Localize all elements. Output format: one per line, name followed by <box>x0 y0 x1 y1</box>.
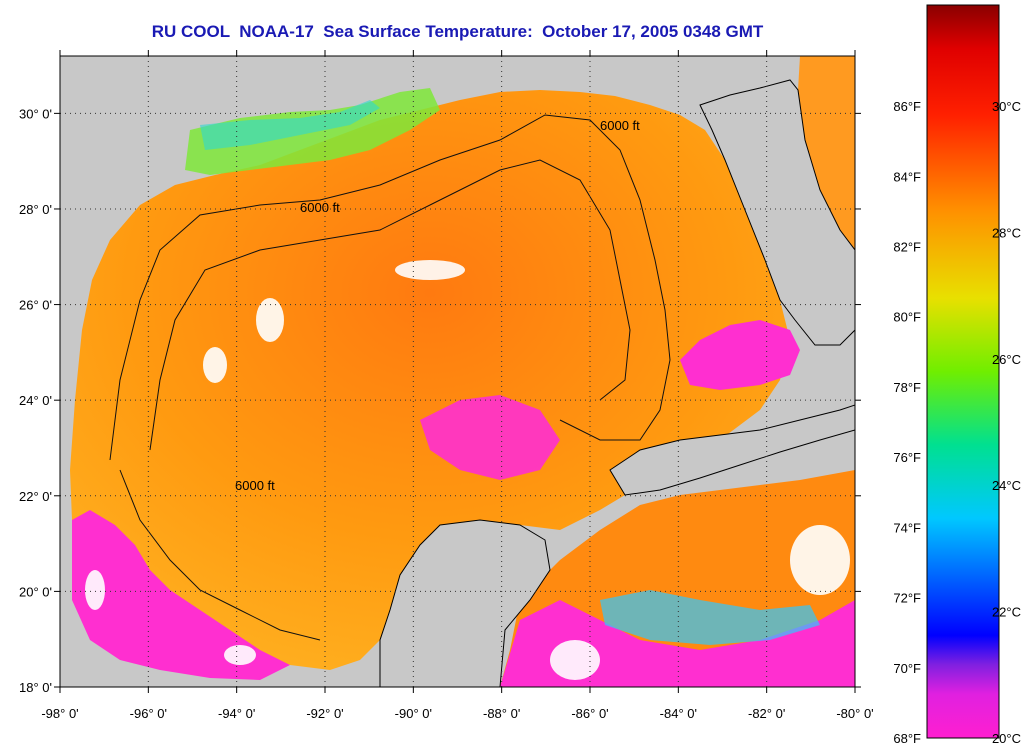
colorbar-c-label: 20°C <box>992 731 1021 746</box>
sst-field: 6000 ft 6000 ft 6000 ft <box>70 56 855 687</box>
contour-label: 6000 ft <box>300 200 340 215</box>
lon-tick-label: -88° 0' <box>483 706 520 721</box>
lon-tick-label: -86° 0' <box>571 706 608 721</box>
colorbar-gradient <box>926 4 1000 739</box>
gulf-water <box>70 90 790 670</box>
colorbar-c-label: 22°C <box>992 605 1021 620</box>
longitude-axis: -98° 0' -96° 0' -94° 0' -92° 0' -90° 0' -88° … <box>41 50 874 721</box>
cloud-mask <box>85 260 850 680</box>
colorbar-c-label: 28°C <box>992 225 1021 240</box>
colorbar-f-label: 80°F <box>893 310 921 325</box>
lon-tick-label: -98° 0' <box>41 706 78 721</box>
lon-tick-label: -82° 0' <box>748 706 785 721</box>
colorbar-c-label: 24°C <box>992 478 1021 493</box>
colorbar-f-label: 78°F <box>893 380 921 395</box>
coastal-cyan-band <box>200 100 380 150</box>
chart-title: RU COOL NOAA-17 Sea Surface Temperature:… <box>151 22 764 41</box>
lat-tick-label: 26° 0' <box>19 298 52 313</box>
map-frame <box>59 55 856 688</box>
colorbar-f-label: 72°F <box>893 591 921 606</box>
colorbar-c-label: 26°C <box>992 352 1021 367</box>
lat-tick-label: 28° 0' <box>19 202 52 217</box>
yucatan-land <box>379 519 551 687</box>
colorbar-f-label: 82°F <box>893 240 921 255</box>
lon-tick-label: -80° 0' <box>836 706 873 721</box>
latitude-axis: 18° 0' 20° 0' 22° 0' 24° 0' 26° 0' 28° 0' 30° … <box>19 106 861 695</box>
cyan-band-caribbean <box>600 590 820 645</box>
lat-tick-label: 20° 0' <box>19 584 52 599</box>
lat-tick-label: 22° 0' <box>19 489 52 504</box>
cold-region-campeche <box>72 510 290 680</box>
lat-tick-label: 24° 0' <box>19 393 52 408</box>
colorbar-fahrenheit-labels: 68°F 70°F 72°F 74°F 76°F 78°F 80°F 82°F 84°F 86°F <box>893 99 921 746</box>
florida-land <box>699 79 855 346</box>
colorbar-f-label: 74°F <box>893 520 921 535</box>
lon-tick-label: -92° 0' <box>306 706 343 721</box>
cold-region-florida <box>680 320 800 390</box>
colorbar-f-label: 70°F <box>893 661 921 676</box>
lon-tick-label: -84° 0' <box>660 706 697 721</box>
lon-tick-label: -94° 0' <box>218 706 255 721</box>
colorbar: 68°F 70°F 72°F 74°F 76°F 78°F 80°F 82°F 84°F 86°F… <box>893 4 1021 746</box>
colorbar-f-label: 68°F <box>893 731 921 746</box>
graticule <box>60 56 855 687</box>
cold-region-central <box>420 395 560 480</box>
colorbar-f-label: 76°F <box>893 450 921 465</box>
contour-label: 6000 ft <box>600 118 640 133</box>
colorbar-f-label: 84°F <box>893 169 921 184</box>
colorbar-c-label: 30°C <box>992 99 1021 114</box>
contour-labels: 6000 ft 6000 ft 6000 ft <box>235 118 640 493</box>
lat-tick-label: 30° 0' <box>19 106 52 121</box>
lat-tick-label: 18° 0' <box>19 680 52 695</box>
lon-tick-label: -90° 0' <box>395 706 432 721</box>
colorbar-f-label: 86°F <box>893 99 921 114</box>
cuba-land <box>609 404 855 496</box>
contour-label: 6000 ft <box>235 478 275 493</box>
atlantic-water <box>798 56 855 250</box>
colorbar-celsius-labels: 20°C 22°C 24°C 26°C 28°C 30°C <box>992 99 1021 746</box>
lon-tick-label: -96° 0' <box>130 706 167 721</box>
